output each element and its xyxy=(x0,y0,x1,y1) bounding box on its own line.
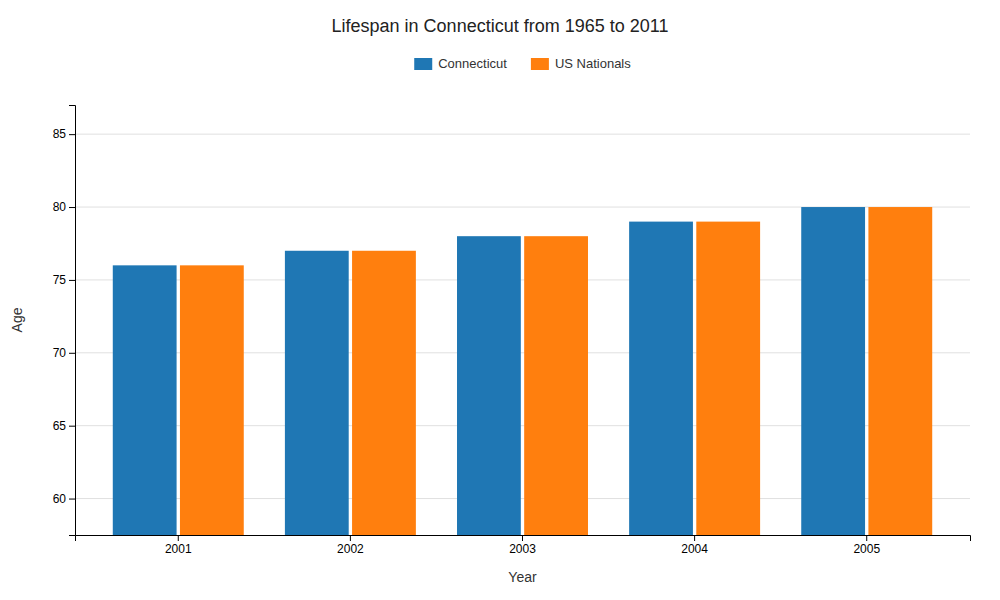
bar xyxy=(285,251,349,535)
bar xyxy=(524,236,588,535)
bar xyxy=(352,251,416,535)
legend: Connecticut US Nationals xyxy=(414,56,631,71)
y-axis-title: Age xyxy=(9,307,25,332)
legend-swatch xyxy=(531,58,549,70)
tick: 60 xyxy=(53,492,75,506)
x-axis: 2001 2002 2003 2004 2005 xyxy=(76,535,971,556)
bar xyxy=(801,207,865,535)
tick-label: 2001 xyxy=(165,542,192,556)
tick: 85 xyxy=(53,127,75,141)
legend-label: Connecticut xyxy=(438,56,507,71)
tick-label: 85 xyxy=(53,127,67,141)
tick-label: 2004 xyxy=(681,542,708,556)
tick: 2005 xyxy=(853,535,880,556)
bars xyxy=(113,207,932,535)
tick: 75 xyxy=(53,273,75,287)
bar xyxy=(696,222,760,535)
tick: 2003 xyxy=(509,535,536,556)
legend-label: US Nationals xyxy=(555,56,631,71)
tick-label: 70 xyxy=(53,346,67,360)
plot-area: 2001 2002 2003 2004 2005 60 65 70 75 80 85 xyxy=(53,106,971,556)
title: Lifespan in Connecticut from 1965 to 201… xyxy=(332,16,669,36)
tick-label: 2003 xyxy=(509,542,536,556)
chart: 2001 2002 2003 2004 2005 60 65 70 75 80 85 Year Age L… xyxy=(0,0,1000,600)
tick-label: 2005 xyxy=(853,542,880,556)
grid-line xyxy=(75,134,970,135)
tick-label: 80 xyxy=(53,200,67,214)
tick-mark xyxy=(69,280,75,281)
tick: 70 xyxy=(53,346,75,360)
tick-label: 75 xyxy=(53,273,67,287)
tick: 2002 xyxy=(337,535,364,556)
tick-label: 65 xyxy=(53,419,67,433)
tick-mark xyxy=(178,535,179,541)
tick-mark xyxy=(350,535,351,541)
bar xyxy=(457,236,521,535)
tick-mark xyxy=(69,353,75,354)
bar xyxy=(113,265,177,535)
tick-mark xyxy=(866,535,867,541)
series xyxy=(113,207,865,535)
tick-mark xyxy=(69,499,75,500)
tick: 2001 xyxy=(165,535,192,556)
x-axis-title: Year xyxy=(508,569,537,585)
tick-mark xyxy=(694,535,695,541)
bar xyxy=(868,207,932,535)
legend-item: Connecticut xyxy=(414,56,507,71)
tick-label: 2002 xyxy=(337,542,364,556)
tick: 65 xyxy=(53,419,75,433)
axis-line xyxy=(69,106,76,536)
tick-mark xyxy=(69,207,75,208)
tick-label: 60 xyxy=(53,492,67,506)
tick-mark xyxy=(69,426,75,427)
bar xyxy=(180,265,244,535)
legend-item: US Nationals xyxy=(531,56,631,71)
axis-line xyxy=(76,536,971,542)
y-axis: 60 65 70 75 80 85 xyxy=(53,106,76,536)
tick: 80 xyxy=(53,200,75,214)
tick: 2004 xyxy=(681,535,708,556)
bar xyxy=(629,222,693,535)
series xyxy=(180,207,932,535)
legend-swatch xyxy=(414,58,432,70)
tick-mark xyxy=(522,535,523,541)
tick-mark xyxy=(69,134,75,135)
